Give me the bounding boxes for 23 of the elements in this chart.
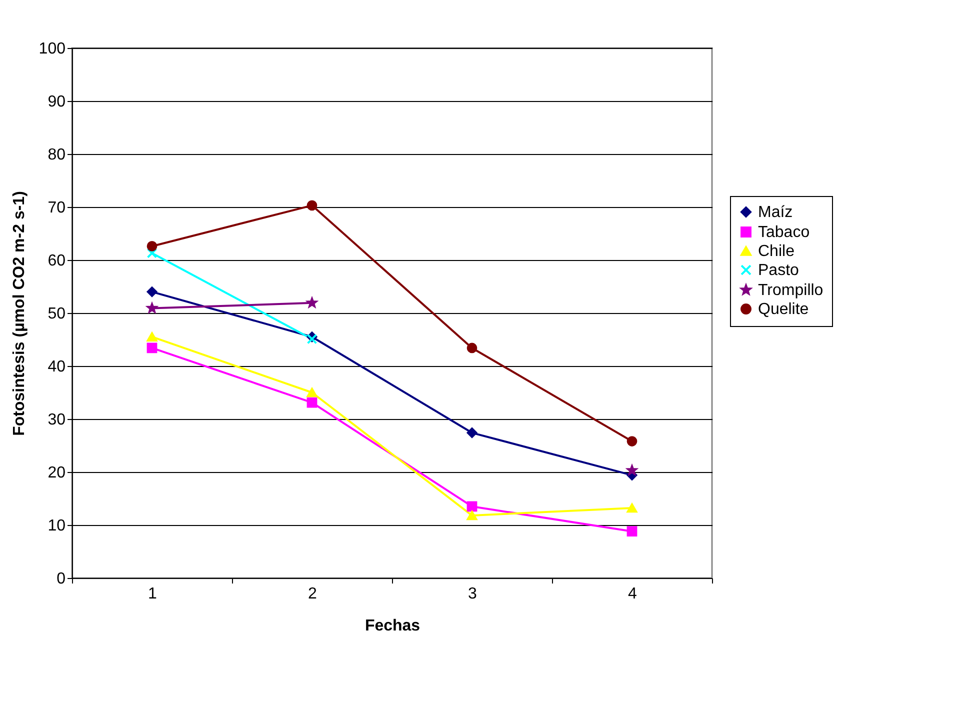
y-tick-label: 20	[48, 464, 66, 482]
y-axis-title: Fotosintesis (µmol CO2 m-2 s-1)	[10, 191, 28, 436]
legend-label: Chile	[758, 243, 795, 260]
y-tick-label: 40	[48, 358, 66, 376]
legend-label: Quelite	[758, 301, 809, 318]
y-tick-label: 90	[48, 94, 66, 110]
y-tick-label: 30	[48, 412, 66, 428]
legend-label: Pasto	[758, 262, 800, 279]
legend-label: Tabaco	[758, 224, 810, 241]
x-tick-label: 4	[628, 586, 638, 602]
y-tick-label: 70	[48, 200, 66, 216]
y-tick-label: 10	[48, 518, 66, 534]
y-tick-label: 0	[56, 570, 66, 588]
x-tick-label: 1	[148, 586, 158, 602]
legend-label: Maíz	[758, 204, 793, 221]
y-tick-label: 100	[38, 40, 66, 58]
y-tick-label: 80	[48, 146, 66, 164]
x-axis-title: Fechas	[364, 618, 420, 634]
x-tick-label: 3	[468, 586, 478, 602]
x-tick-label: 2	[308, 586, 318, 602]
y-tick-label: 50	[48, 306, 66, 322]
legend-label: Trompillo	[758, 282, 824, 299]
y-tick-label: 60	[48, 252, 66, 270]
